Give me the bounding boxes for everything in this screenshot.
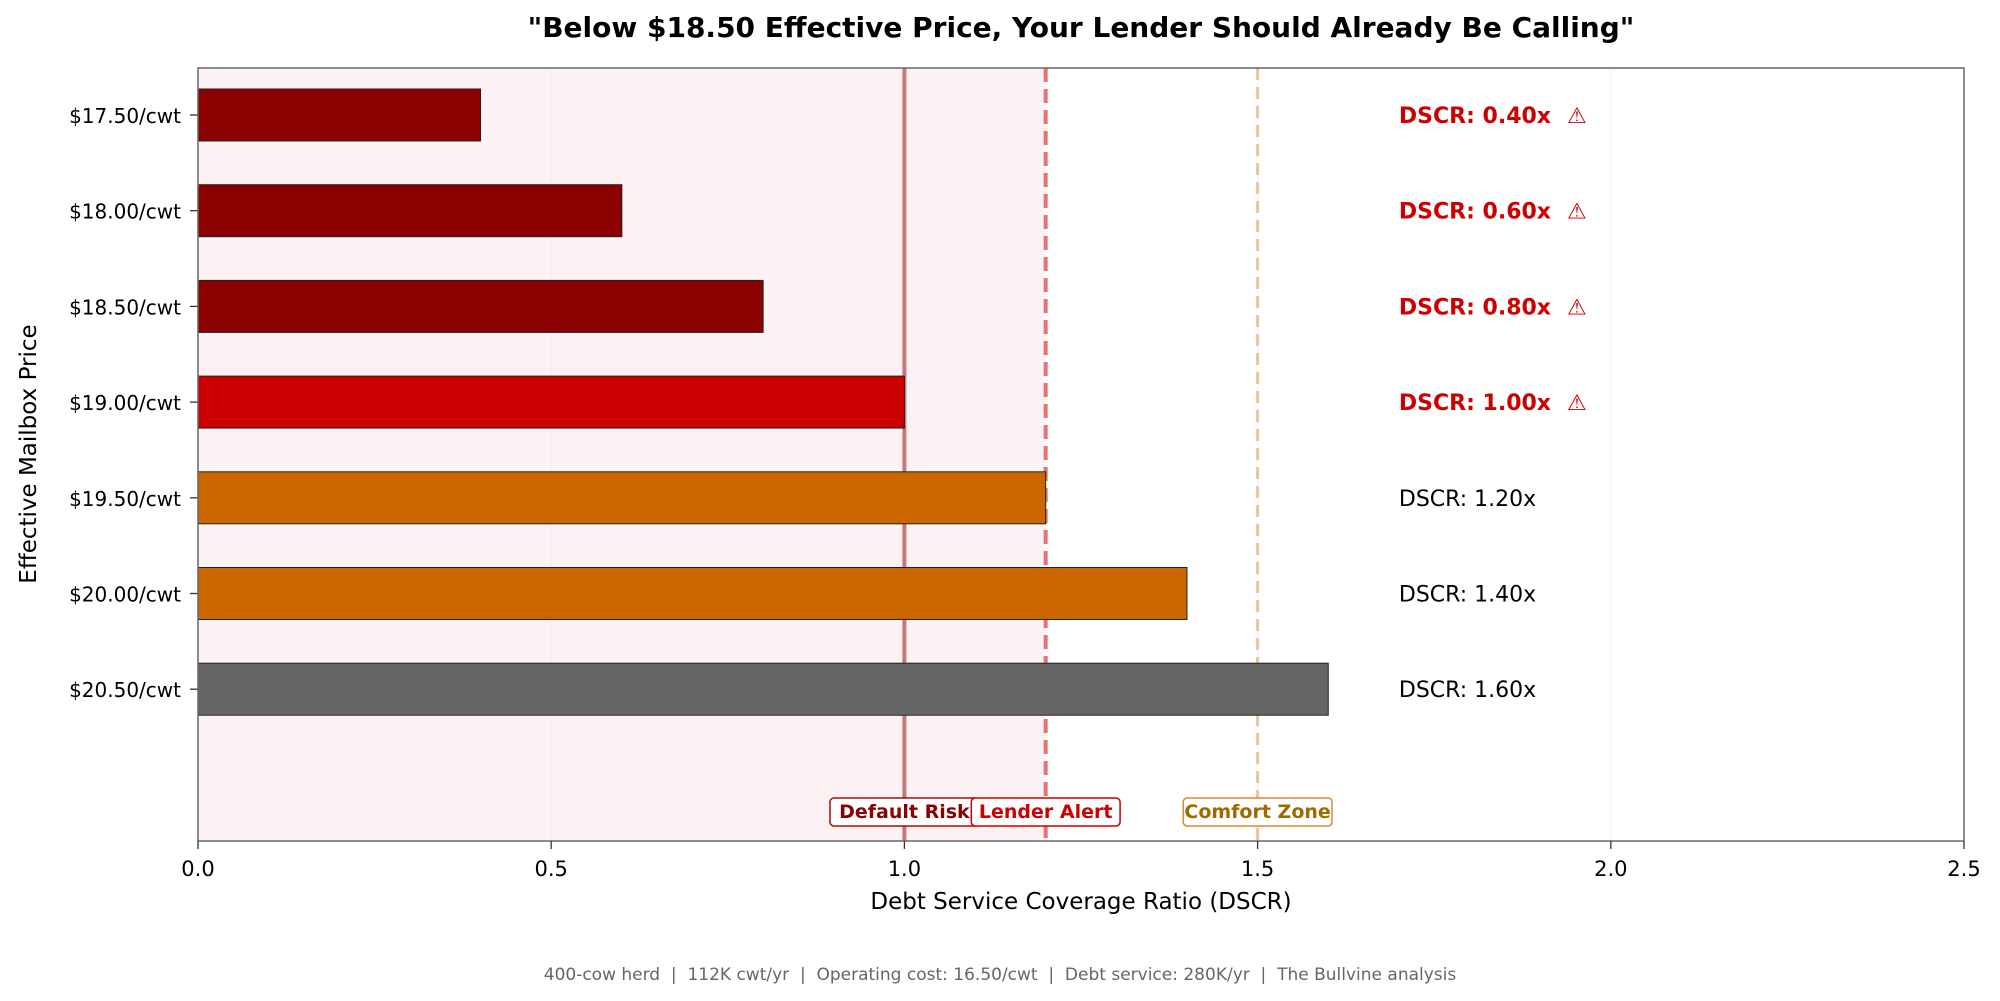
reference-label-box [1182,797,1333,827]
bar [197,567,1188,620]
reference-label: Comfort Zone [1184,801,1330,823]
reference-label: Default Risk [839,801,970,823]
warning-icon: ⚠ [1567,104,1587,129]
value-label: DSCR: 1.40x [1399,583,1536,608]
x-axis-label: Debt Service Coverage Ratio (DSCR) [870,889,1291,915]
x-tick-label: 2.5 [1947,857,1980,881]
y-tick-label: $18.50/cwt [69,295,181,319]
x-tick-label: 0.0 [181,857,214,881]
value-label: DSCR: 0.40x ⚠ [1399,104,1587,129]
y-tick-label: $19.50/cwt [69,487,181,511]
value-label: DSCR: 1.00x ⚠ [1399,391,1587,416]
value-label: DSCR: 0.60x ⚠ [1399,200,1587,225]
x-tick-label: 1.5 [1241,857,1274,881]
bar [197,471,1047,525]
footer-note: 400-cow herd | 112K cwt/yr | Operating c… [544,965,1457,985]
x-tick-label: 0.5 [534,857,567,881]
plot-frame [197,67,1965,842]
warning-icon: ⚠ [1567,200,1587,225]
bar [197,375,905,429]
x-tick-label: 1.0 [888,857,921,881]
bar [197,662,1329,716]
plot-area: $17.50/cwt DSCR: 0.40x ⚠ $18.00/cwt DSCR: 0.… [69,67,1981,881]
x-tick-label: 2.0 [1594,857,1627,881]
y-tick-label: $20.50/cwt [69,678,181,702]
value-label: DSCR: 1.20x [1399,487,1536,512]
value-label: DSCR: 0.80x ⚠ [1399,295,1587,320]
y-tick-label: $19.00/cwt [69,391,181,415]
y-axis-label: Effective Mailbox Price [16,324,42,583]
risk-shaded-region [198,68,1046,841]
warning-icon: ⚠ [1567,391,1587,416]
y-tick-label: $20.00/cwt [69,583,181,607]
chart-title: "Below $18.50 Effective Price, Your Lend… [528,11,1635,44]
y-tick-label: $18.00/cwt [69,200,181,224]
value-label: DSCR: 1.60x [1399,678,1536,703]
bar [197,184,623,238]
warning-icon: ⚠ [1567,295,1587,320]
bar [197,88,482,142]
bar [197,279,764,333]
reference-label-box [970,797,1121,827]
y-tick-label: $17.50/cwt [69,104,181,128]
reference-label: Lender Alert [979,801,1113,823]
